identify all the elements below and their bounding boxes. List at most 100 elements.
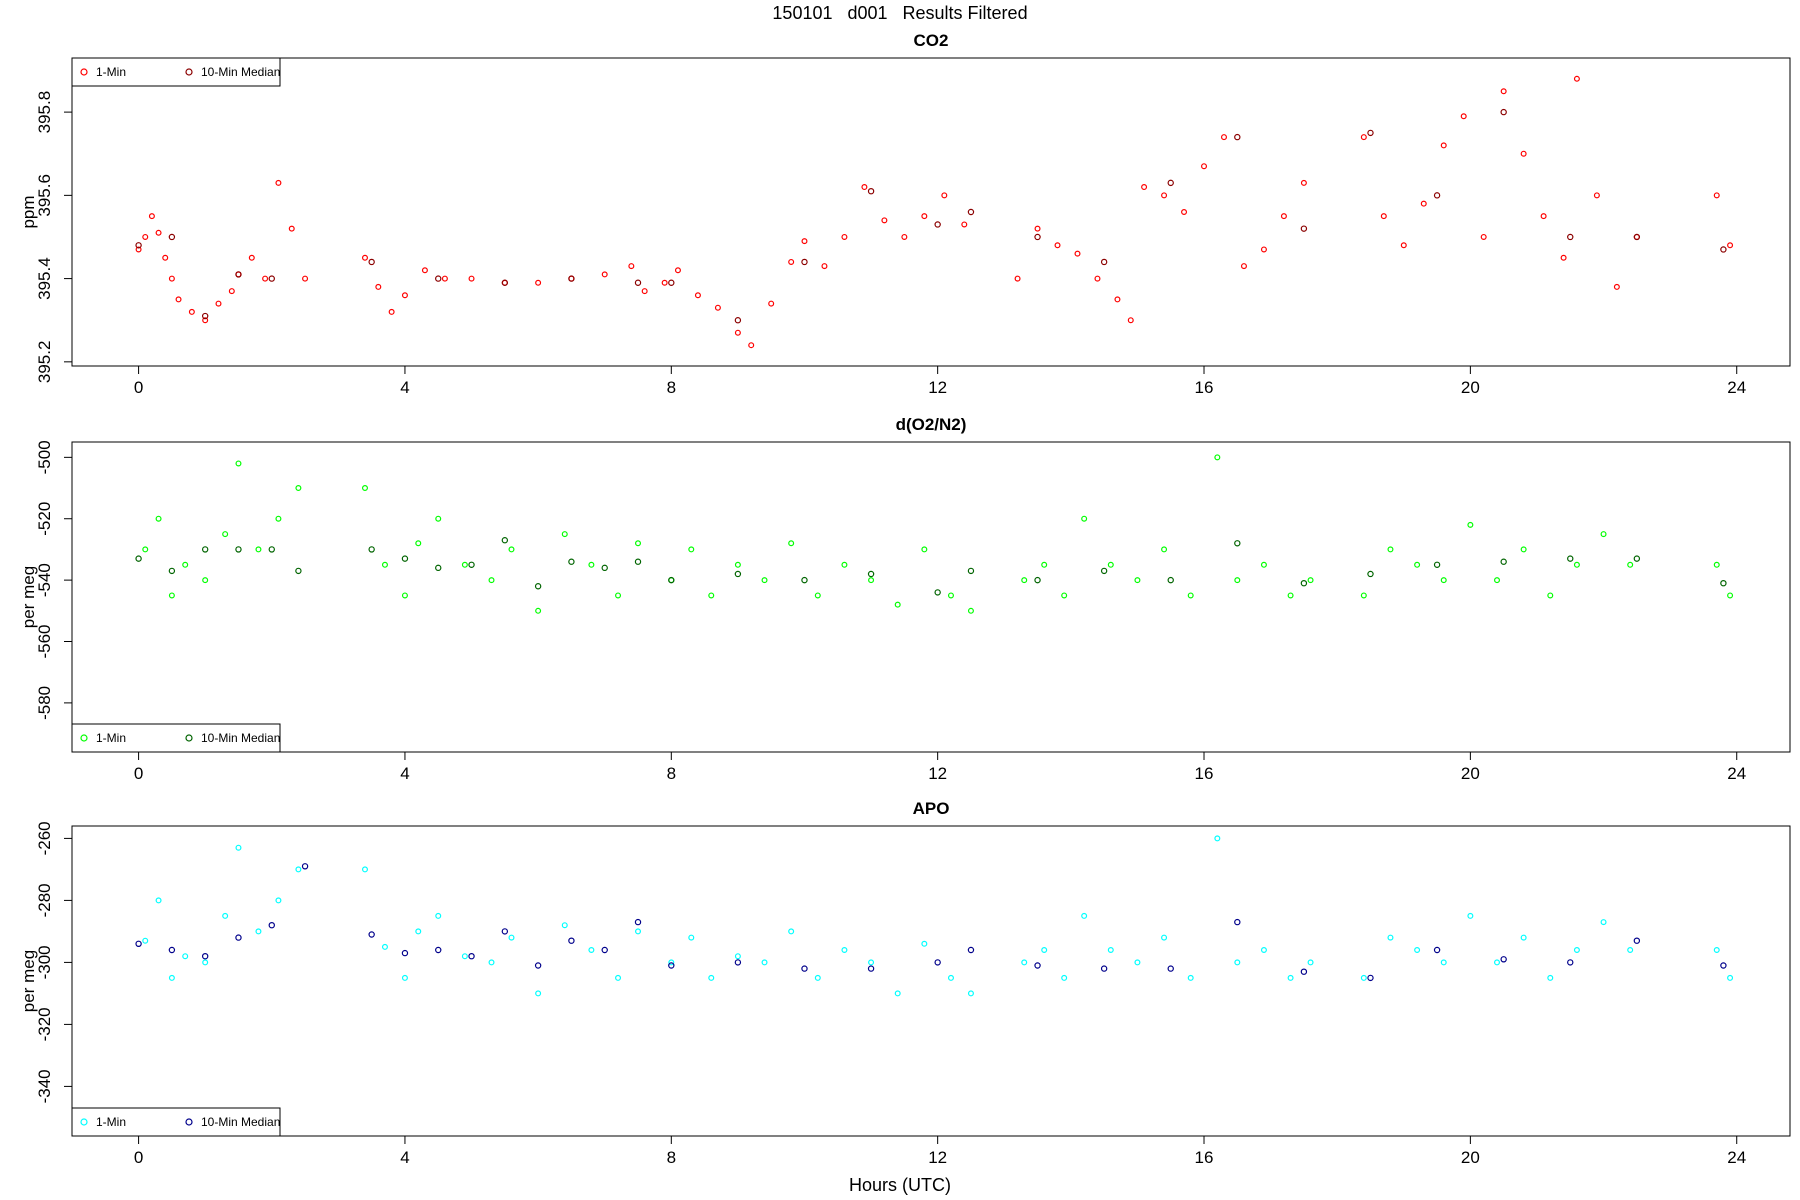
data-point (1367, 974, 1374, 982)
y-tick-label: 395.4 (35, 257, 54, 300)
data-point (501, 928, 509, 935)
y-tick-label: -560 (35, 624, 54, 658)
data-point (588, 561, 595, 568)
data-point (615, 974, 622, 981)
data-point (182, 561, 189, 568)
data-point (1287, 592, 1294, 599)
data-point (441, 275, 448, 282)
data-point (934, 959, 941, 966)
data-point (1161, 192, 1168, 199)
data-point (921, 213, 928, 220)
data-point (222, 912, 229, 919)
data-point (1220, 134, 1227, 141)
data-point (1094, 275, 1101, 282)
data-point (668, 959, 675, 966)
data-point (201, 546, 209, 553)
data-point (1300, 225, 1308, 232)
data-point (1567, 233, 1574, 241)
data-point (941, 192, 948, 199)
data-point (1494, 959, 1501, 966)
data-point (1494, 577, 1501, 584)
data-point (601, 946, 608, 954)
data-point (1360, 974, 1367, 981)
data-point (388, 308, 395, 315)
data-point (734, 329, 741, 336)
data-point (1167, 965, 1174, 972)
x-tick-label: 24 (1727, 1148, 1746, 1167)
data-point (361, 485, 368, 492)
data-point (1433, 192, 1441, 199)
data-point (1114, 296, 1121, 303)
data-point (934, 221, 941, 228)
data-point (1547, 974, 1554, 981)
data-point (275, 179, 282, 186)
legend: 1-Min 10-Min Median (71, 723, 281, 753)
data-point (868, 959, 875, 966)
y-tick-label: -580 (35, 686, 54, 720)
data-point (1480, 233, 1487, 240)
data-point (1520, 150, 1527, 157)
data-point (142, 937, 149, 944)
x-tick-label: 4 (400, 764, 409, 783)
data-point (568, 558, 575, 565)
data-point (1287, 974, 1294, 981)
data-point (867, 187, 875, 195)
panel-title: d(O2/N2) (896, 415, 967, 434)
data-point (228, 288, 235, 295)
data-point (508, 546, 515, 553)
data-point (288, 225, 295, 232)
data-point (1034, 225, 1041, 232)
legend-label: 10-Min Median (201, 1115, 280, 1129)
data-point (894, 601, 901, 608)
data-point (368, 258, 375, 266)
x-tick-label: 8 (667, 764, 676, 783)
data-point (435, 515, 442, 522)
data-point (788, 928, 795, 935)
data-point (182, 953, 189, 960)
data-point (1414, 561, 1421, 568)
x-tick-label: 20 (1461, 1148, 1480, 1167)
legend-box (71, 57, 281, 87)
data-point (1547, 592, 1554, 599)
data-point (801, 258, 808, 266)
data-point (302, 275, 309, 282)
data-point (1234, 577, 1241, 584)
data-point (162, 254, 169, 261)
data-point (734, 570, 742, 578)
data-point (401, 555, 409, 562)
data-point (1041, 946, 1048, 953)
data-point (1727, 974, 1734, 981)
data-point (894, 990, 901, 997)
data-point (201, 312, 209, 320)
data-point (1500, 108, 1507, 116)
data-point (501, 537, 509, 544)
data-point (1181, 209, 1188, 216)
data-point (768, 300, 775, 307)
data-point (761, 959, 768, 966)
data-point (734, 959, 742, 966)
data-point (1167, 179, 1174, 187)
data-point (168, 946, 176, 954)
data-point (1074, 250, 1081, 257)
data-point (934, 589, 941, 596)
legend-label: 1-Min (96, 1115, 126, 1129)
data-point (1107, 946, 1114, 953)
data-point (1387, 934, 1394, 941)
data-point (295, 567, 302, 575)
data-point (1433, 561, 1441, 568)
data-point (202, 959, 209, 966)
data-point (1214, 454, 1221, 461)
data-point (268, 922, 275, 929)
data-point (535, 607, 542, 614)
data-point (1307, 577, 1314, 584)
data-point (748, 342, 755, 349)
data-point (841, 946, 848, 953)
data-point (1300, 179, 1307, 186)
x-tick-label: 12 (928, 764, 947, 783)
data-point (947, 592, 954, 599)
data-point (801, 965, 808, 972)
data-point (255, 546, 262, 553)
data-point (1593, 192, 1600, 199)
data-point (641, 288, 648, 295)
data-point (155, 515, 162, 522)
